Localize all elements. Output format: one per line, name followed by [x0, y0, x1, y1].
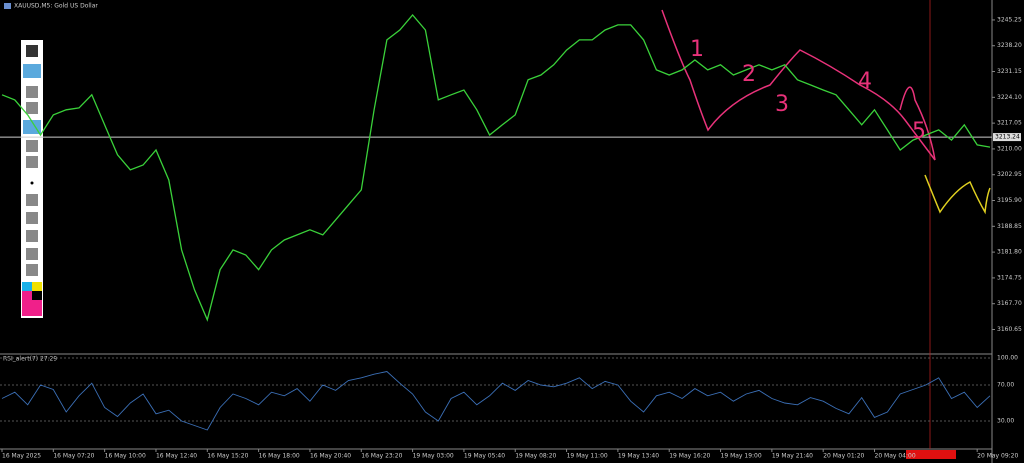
- x-tick-label: 16 May 23:20: [361, 453, 402, 460]
- last-price-label: 3213.24: [995, 134, 1020, 141]
- tool-size[interactable]: [30, 181, 34, 185]
- y-tick-label: 3202.95: [997, 171, 1022, 178]
- y-tick-label: 3160.65: [997, 326, 1022, 333]
- x-tick-label: 20 May 09:20: [977, 453, 1018, 460]
- tool-line[interactable]: [26, 140, 38, 152]
- color-yellow[interactable]: [32, 282, 42, 291]
- color-pink[interactable]: [22, 291, 32, 316]
- y-tick-label: 3167.70: [997, 300, 1022, 307]
- y-tick-label: 3217.05: [997, 120, 1022, 127]
- rsi-line: [1, 371, 991, 431]
- tool-pen[interactable]: [26, 45, 38, 57]
- y-tick-label: 100.00: [997, 355, 1018, 362]
- tool-eye[interactable]: [23, 64, 41, 78]
- x-tick-label: 16 May 18:00: [259, 453, 300, 460]
- x-tick-label: 19 May 03:00: [413, 453, 454, 460]
- y-tick-label: 30.00: [997, 418, 1014, 425]
- hand-annotation: 1: [690, 37, 704, 62]
- drawing-toolbar: [21, 40, 43, 318]
- x-tick-label: 20 May 01:20: [823, 453, 864, 460]
- y-tick-label: 3188.85: [997, 223, 1022, 230]
- tool-hide[interactable]: [26, 102, 38, 114]
- color-cyan[interactable]: [22, 282, 32, 291]
- x-tick-label: 16 May 07:20: [53, 453, 94, 460]
- x-tick-label: 19 May 19:00: [721, 453, 762, 460]
- x-tick-label: 19 May 16:20: [669, 453, 710, 460]
- x-tick-label: 19 May 05:40: [464, 453, 505, 460]
- crosshair-time-box: [906, 450, 956, 459]
- tool-clipboard[interactable]: [26, 264, 38, 276]
- y-tick-label: 3231.15: [997, 68, 1022, 75]
- x-tick-label: 16 May 2025: [2, 453, 41, 460]
- toolbar-panel: [21, 40, 43, 318]
- tool-undo[interactable]: [26, 194, 38, 206]
- tool-ruler[interactable]: [26, 156, 38, 168]
- color-black[interactable]: [32, 291, 42, 300]
- x-tick-label: 20 May 04:00: [875, 453, 916, 460]
- y-tick-label: 3181.80: [997, 249, 1022, 256]
- price-line: [1, 13, 991, 322]
- x-tick-label: 19 May 08:20: [515, 453, 556, 460]
- y-tick-label: 3238.20: [997, 42, 1022, 49]
- y-tick-label: 3210.00: [997, 145, 1022, 152]
- hand-annotation: 2: [742, 62, 756, 87]
- x-tick-label: 19 May 21:40: [772, 453, 813, 460]
- hand-drawing: [924, 174, 991, 215]
- y-tick-label: 70.00: [997, 382, 1014, 389]
- x-tick-label: 16 May 20:40: [310, 453, 351, 460]
- tool-eraser[interactable]: [23, 120, 41, 134]
- chart-title: XAUUSD,M5: Gold US Dollar: [14, 3, 98, 10]
- x-tick-label: 19 May 11:00: [567, 453, 608, 460]
- tool-camera[interactable]: [26, 248, 38, 260]
- x-tick-label: 16 May 10:00: [105, 453, 146, 460]
- tool-delete[interactable]: [26, 212, 38, 224]
- x-tick-label: 16 May 12:40: [156, 453, 197, 460]
- hand-annotation: 5: [912, 119, 926, 144]
- hand-annotation: 4: [858, 69, 872, 94]
- tool-screen[interactable]: [26, 230, 38, 242]
- x-tick-label: 19 May 13:40: [618, 453, 659, 460]
- tool-select[interactable]: [26, 86, 38, 98]
- indicator-title: RSI_alert(7) 27.29: [3, 356, 57, 363]
- symbol-icon: [4, 3, 11, 9]
- last-price-box: [993, 133, 1021, 142]
- y-tick-label: 3195.90: [997, 197, 1022, 204]
- y-tick-label: 3224.10: [997, 94, 1022, 101]
- x-tick-label: 16 May 15:20: [207, 453, 248, 460]
- y-tick-label: 3174.75: [997, 274, 1022, 281]
- color-pink[interactable]: [32, 300, 42, 316]
- hand-annotation: 3: [775, 92, 789, 117]
- y-tick-label: 3245.25: [997, 16, 1022, 23]
